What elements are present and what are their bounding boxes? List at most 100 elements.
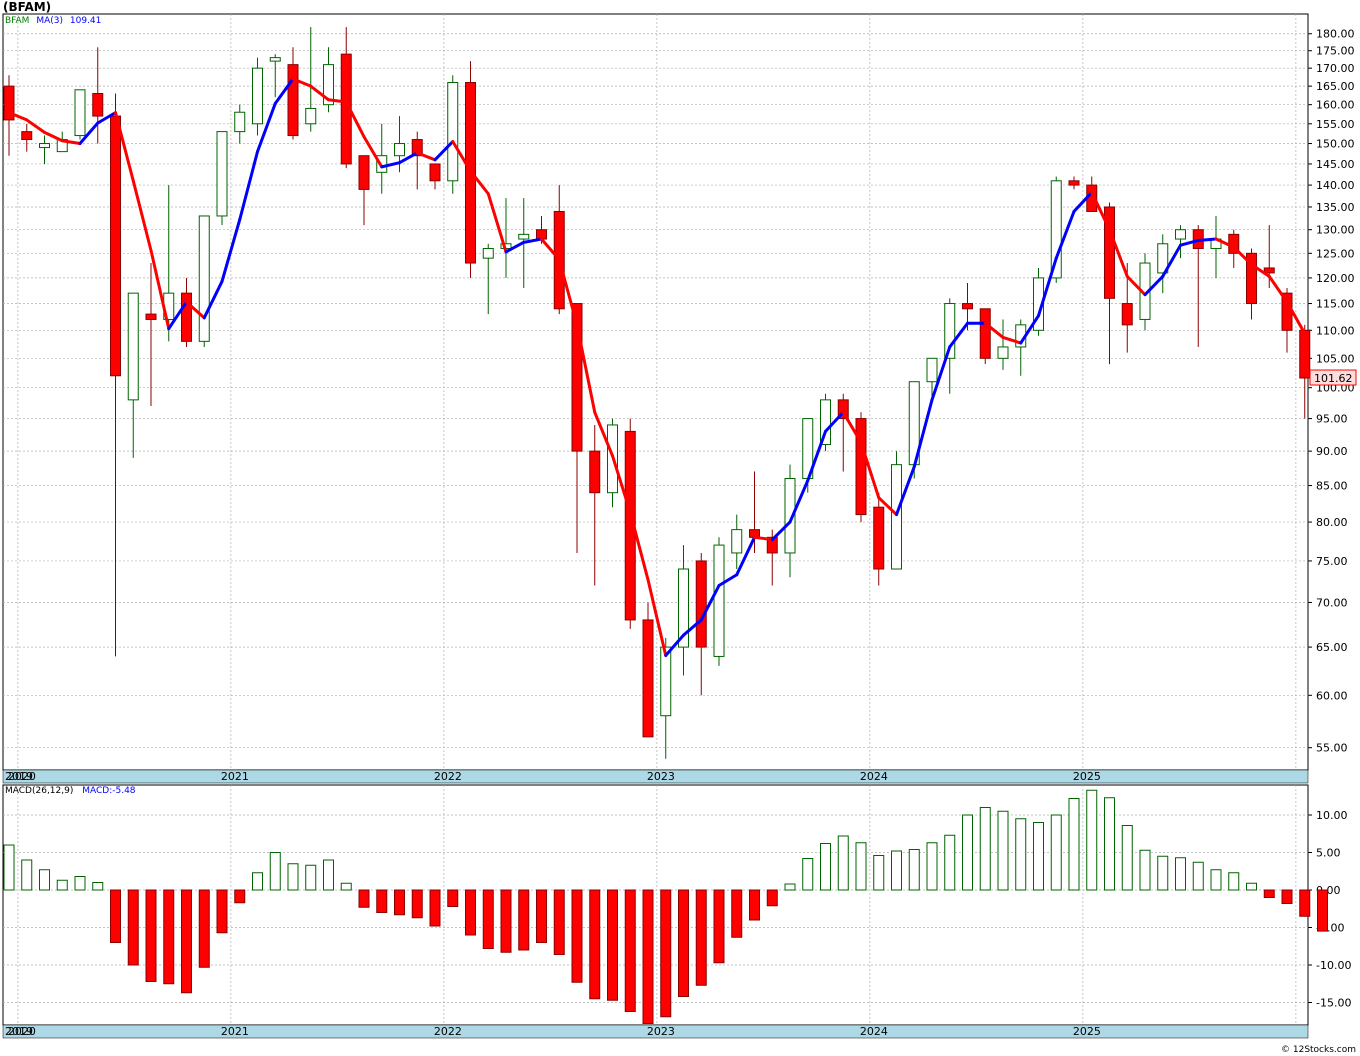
ma-segment: [1267, 274, 1289, 304]
candle-body: [21, 131, 33, 141]
ma-segment: [114, 111, 135, 183]
ma-segment: [1285, 300, 1307, 336]
price-tick-label: 145.00: [1316, 158, 1355, 171]
macd-bar: [3, 844, 15, 891]
ma-segment: [43, 130, 64, 143]
ma-segment: [486, 192, 508, 254]
macd-bar: [553, 889, 565, 955]
macd-bar: [1121, 825, 1133, 891]
ma-segment: [1232, 245, 1253, 267]
macd-year-label: 2023: [647, 1025, 675, 1038]
candle-body: [482, 248, 494, 259]
candle-body: [589, 450, 601, 494]
macd-bar: [1175, 857, 1186, 891]
macd-bar: [323, 859, 334, 891]
candle-body: [1104, 206, 1115, 299]
ma-segment: [362, 135, 384, 169]
price-tick-label: 85.00: [1316, 480, 1348, 493]
ma-segment: [735, 535, 756, 577]
candle-body: [1263, 267, 1275, 274]
macd-tick-label: -10.00: [1316, 959, 1351, 972]
macd-bar: [1263, 889, 1275, 898]
credit-text: © 12Stocks.com: [1281, 1045, 1356, 1055]
price-tick-label: 175.00: [1316, 45, 1355, 58]
macd-bar: [1281, 889, 1293, 904]
ma-segment: [1125, 274, 1147, 297]
candle-body: [678, 568, 689, 648]
macd-bar: [74, 876, 86, 891]
ma-segment: [1196, 237, 1218, 242]
candle-body: [962, 303, 973, 310]
price-tick-label: 55.00: [1316, 742, 1348, 755]
macd-bar: [39, 869, 50, 891]
macd-bar: [376, 889, 388, 913]
candle-body: [145, 313, 157, 320]
price-year-label: 2020: [8, 770, 36, 783]
macd-bar: [536, 889, 547, 943]
price-tick-label: 65.00: [1316, 641, 1348, 654]
ma-segment: [593, 410, 614, 458]
candle-body: [1299, 329, 1311, 379]
ma-segment: [1143, 274, 1165, 297]
last-price-label: 101.62: [1314, 372, 1353, 385]
ma-segment: [1072, 190, 1094, 213]
candle-body: [110, 115, 121, 377]
price-year-label: 2021: [221, 770, 249, 783]
macd-bar: [873, 855, 885, 891]
candle-body: [1121, 303, 1133, 326]
price-tick-label: 60.00: [1316, 689, 1348, 702]
macd-bar: [465, 889, 476, 936]
ma-segment: [930, 345, 952, 402]
macd-year-label: 2022: [434, 1025, 462, 1038]
ma-segment: [433, 140, 455, 162]
ma-segment: [256, 102, 277, 154]
ma-segment: [238, 150, 259, 222]
ma-segment: [504, 240, 526, 254]
candle-body: [92, 92, 104, 117]
candle-body: [820, 399, 831, 445]
legend-macd-value: MACD:-5.48: [82, 786, 136, 796]
macd-bar: [1210, 869, 1222, 891]
ma-segment: [877, 496, 898, 517]
ma-segment: [149, 248, 171, 331]
price-year-band: [2, 769, 1309, 784]
price-tick-label: 75.00: [1316, 555, 1348, 568]
legend-ma-value: 109.41: [69, 16, 102, 26]
macd-bar: [340, 882, 352, 891]
macd-bar: [56, 879, 68, 891]
candle-body: [873, 506, 885, 570]
candle-body: [891, 464, 902, 570]
macd-bar: [500, 889, 512, 953]
ma-segment: [841, 410, 863, 445]
candle-body: [358, 155, 370, 190]
macd-bar: [678, 889, 689, 997]
price-tick-label: 115.00: [1316, 298, 1355, 311]
ma-segment: [1037, 256, 1058, 318]
macd-bar: [731, 889, 743, 938]
ma-segment: [1090, 190, 1111, 232]
macd-bar: [571, 889, 583, 983]
legend-symbol: BFAM: [5, 16, 30, 26]
legend-ma-label: MA(3): [36, 16, 63, 26]
macd-bar: [749, 889, 760, 921]
ma-segment: [664, 633, 685, 657]
chart-title: (BFAM): [3, 0, 52, 14]
macd-bar: [1299, 889, 1311, 917]
macd-bar: [908, 849, 920, 891]
macd-bar: [784, 883, 796, 891]
macd-bar: [624, 889, 636, 1012]
price-tick-label: 160.00: [1316, 99, 1355, 112]
ma-segment: [220, 218, 242, 283]
macd-bar: [216, 889, 228, 934]
candle-body: [305, 107, 317, 125]
ma-segment: [344, 100, 366, 139]
macd-bar: [997, 810, 1009, 891]
macd-bar: [1104, 797, 1115, 891]
ma-segment: [131, 179, 153, 252]
price-tick-label: 120.00: [1316, 272, 1355, 285]
macd-tick-label: 5.00: [1316, 847, 1341, 860]
ma-segment: [415, 151, 437, 162]
price-year-label: 2019: [5, 770, 33, 783]
macd-bar: [92, 882, 104, 891]
macd-bar: [234, 889, 246, 904]
